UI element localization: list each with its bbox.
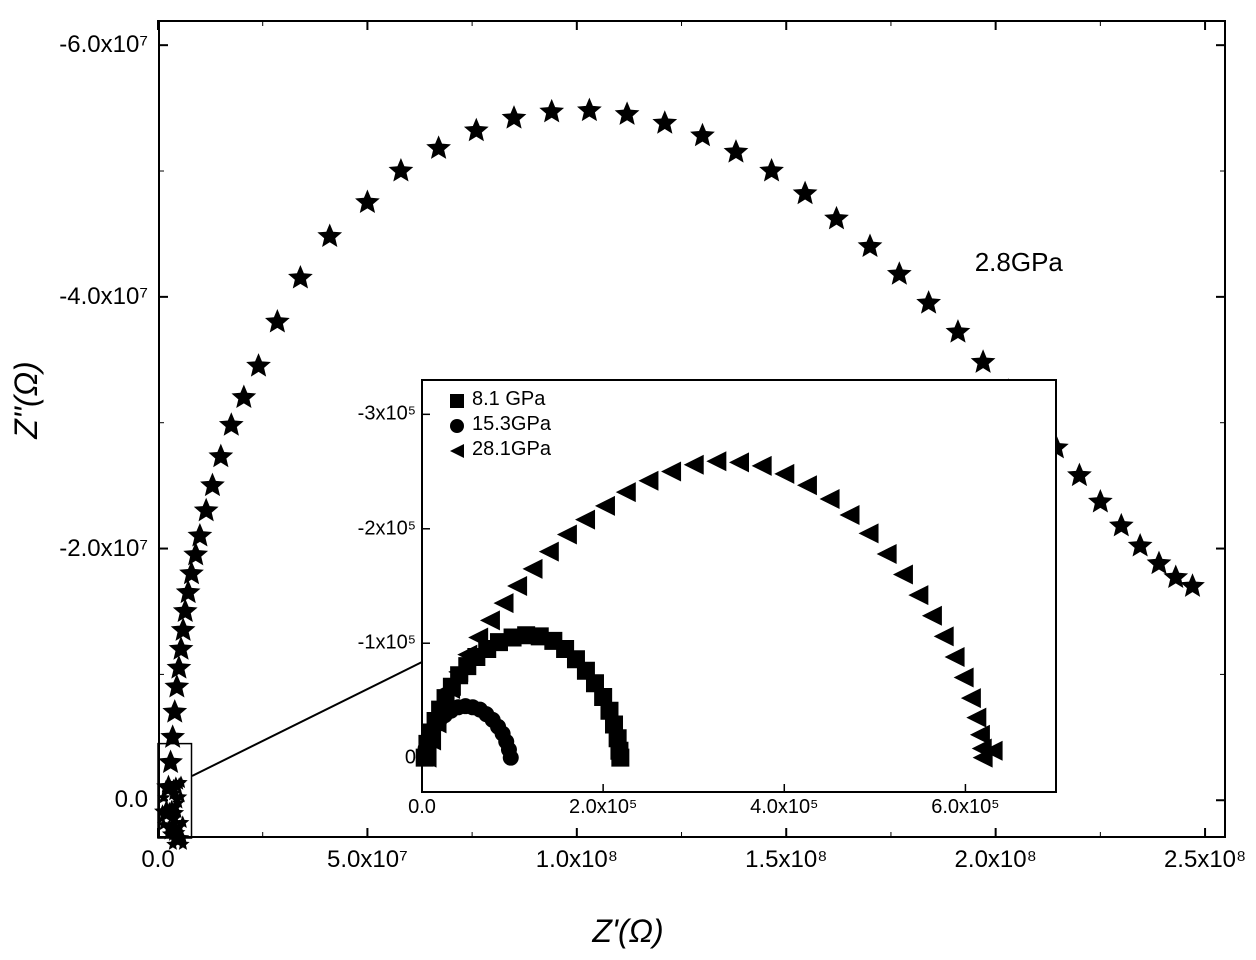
inset-x-tick-label: 2.0x10⁵ bbox=[569, 796, 637, 819]
legend-item: 8.1 GPa bbox=[448, 388, 551, 411]
inset-x-tick-label: 6.0x10⁵ bbox=[931, 796, 999, 819]
legend-label: 8.1 GPa bbox=[472, 388, 545, 411]
legend-item: 15.3GPa bbox=[448, 413, 551, 436]
x-tick-label: 1.0x10⁸ bbox=[536, 846, 618, 874]
inset-y-tick-label: -2x10⁵ bbox=[358, 517, 416, 540]
x-axis-label: Z'(Ω) bbox=[0, 913, 1256, 950]
series-annotation: 2.8GPa bbox=[975, 247, 1063, 278]
x-tick-label: 0.0 bbox=[141, 846, 174, 874]
x-axis-label-text: Z'(Ω) bbox=[592, 913, 663, 949]
x-tick-label: 2.0x10⁸ bbox=[955, 846, 1037, 874]
legend-label: 15.3GPa bbox=[472, 413, 551, 436]
inset-x-tick-label: 0.0 bbox=[408, 796, 436, 819]
x-tick-label: 5.0x10⁷ bbox=[327, 846, 408, 874]
legend-item: 28.1GPa bbox=[448, 438, 551, 461]
y-axis-label-text: Z''(Ω) bbox=[8, 361, 44, 438]
legend-label: 28.1GPa bbox=[472, 438, 551, 461]
y-tick-label: 0.0 bbox=[115, 786, 148, 814]
inset-y-tick-label: -3x10⁵ bbox=[358, 403, 416, 426]
y-tick-label: -6.0x10⁷ bbox=[59, 31, 148, 59]
y-tick-label: -2.0x10⁷ bbox=[59, 535, 148, 563]
inset-y-tick-label: 0 bbox=[405, 746, 416, 769]
inset-legend: 8.1 GPa15.3GPa28.1GPa bbox=[448, 388, 551, 463]
inset-x-tick-label: 4.0x10⁵ bbox=[750, 796, 818, 819]
x-tick-label: 1.5x10⁸ bbox=[745, 846, 827, 874]
y-axis-label: Z''(Ω) bbox=[8, 300, 45, 500]
x-tick-label: 2.5x10⁸ bbox=[1164, 846, 1246, 874]
figure: Z''(Ω) Z'(Ω) 2.8GPa 8.1 GPa15.3GPa28.1GP… bbox=[0, 0, 1256, 960]
inset-y-tick-label: -1x10⁵ bbox=[358, 632, 416, 655]
y-tick-label: -4.0x10⁷ bbox=[59, 283, 148, 311]
